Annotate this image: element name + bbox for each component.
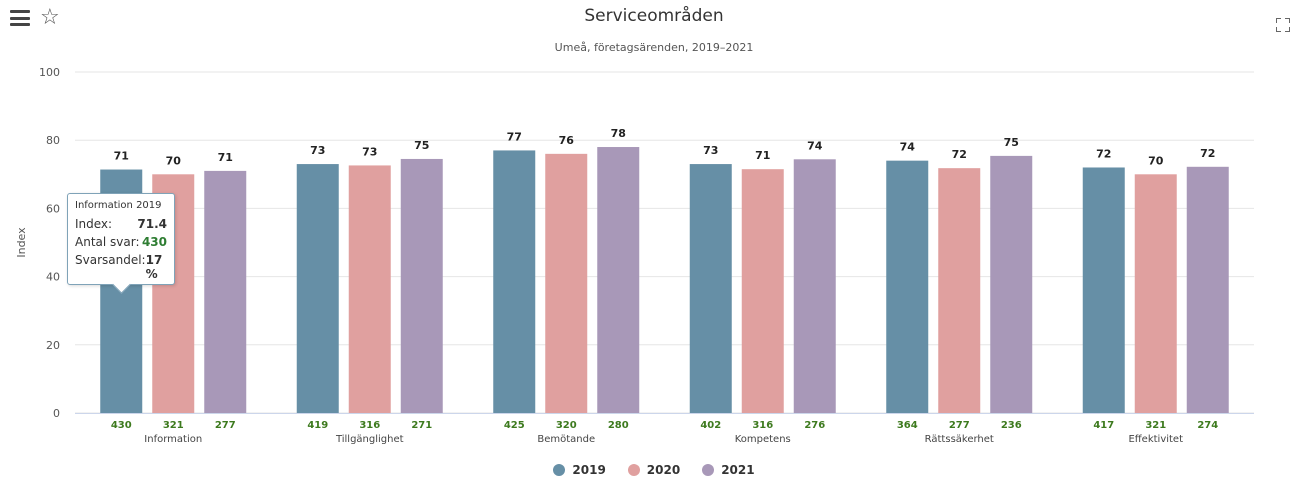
x-tick-label-tillgänglighet: Tillgänglighet [335,434,404,445]
tooltip-svarsandel-label: Svarsandel: [75,253,146,267]
legend-swatch-2019 [553,464,566,476]
bar-effektivitet-2020 [1134,174,1177,413]
bar-bemötande-2021 [597,147,640,413]
tooltip-index-value: 71.4 [137,217,167,231]
y-tick-label-80: 80 [46,134,60,147]
y-axis-title: Index [15,227,28,258]
count-label-information-2021: 277 [215,420,236,431]
legend-item-2021[interactable]: 2021 [702,463,755,477]
bar-bemötande-2020 [545,153,588,413]
tooltip-antal-row: Antal svar: 430 [75,235,167,249]
count-label-tillgänglighet-2019: 419 [307,420,328,431]
bar-effektivitet-2021 [1186,166,1229,413]
count-label-information-2019: 430 [111,420,132,431]
data-label-kompetens-2020: 71 [755,149,770,162]
legend-swatch-2020 [627,464,640,476]
tooltip-svarsandel-value: 17 % [145,253,163,281]
count-label-information-2020: 321 [163,420,184,431]
legend-label-2021: 2021 [721,463,755,477]
bar-kompetens-2020 [741,169,784,413]
data-label-information-2021: 71 [218,151,233,164]
data-label-rättssäkerhet-2021: 75 [1004,136,1019,149]
tooltip-svarsandel-row: Svarsandel: 17 % [75,253,167,281]
y-tick-label-60: 60 [46,202,60,215]
data-label-information-2019: 71 [114,150,129,163]
hamburger-menu-icon[interactable] [10,10,30,26]
data-label-rättssäkerhet-2020: 72 [952,148,967,161]
legend-item-2020[interactable]: 2020 [627,463,681,477]
fullscreen-icon[interactable] [1276,18,1290,32]
data-label-rättssäkerhet-2019: 74 [900,141,916,154]
count-label-kompetens-2020: 316 [752,420,773,431]
bar-kompetens-2021 [793,159,836,413]
chart-title: Serviceområden [584,6,724,26]
data-label-bemötande-2019: 77 [507,130,522,143]
data-label-tillgänglighet-2021: 75 [414,139,429,152]
tooltip-index-label: Index: [75,217,113,231]
count-label-rättssäkerhet-2019: 364 [897,420,918,431]
count-label-tillgänglighet-2020: 316 [359,420,380,431]
bar-rättssäkerhet-2021 [990,155,1033,414]
data-label-kompetens-2021: 74 [807,139,823,152]
bar-tillgänglighet-2021 [400,158,443,413]
data-label-tillgänglighet-2019: 73 [310,144,325,157]
legend-label-2019: 2019 [572,463,606,477]
data-label-bemötande-2021: 78 [611,127,626,140]
tooltip-antal-value: 430 [141,235,167,249]
data-label-effektivitet-2020: 70 [1148,154,1164,167]
bar-tillgänglighet-2019 [296,164,339,413]
tooltip-index-row: Index: 71.4 [75,217,167,231]
x-tick-label-kompetens: Kompetens [735,434,791,445]
count-label-effektivitet-2020: 321 [1145,420,1166,431]
tooltip: Information 2019 Index: 71.4 Antal svar:… [67,193,175,294]
data-label-information-2020: 70 [166,154,182,167]
count-label-kompetens-2019: 402 [700,420,721,431]
y-tick-label-100: 100 [39,66,60,79]
x-tick-label-bemötande: Bemötande [537,434,595,445]
data-label-bemötande-2020: 76 [559,134,575,147]
toolbar: ☆ [10,5,60,30]
x-tick-label-effektivitet: Effektivitet [1128,434,1183,445]
chart-subtitle: Umeå, företagsärenden, 2019–2021 [554,41,754,54]
bar-rättssäkerhet-2020 [938,168,981,413]
count-label-rättssäkerhet-2020: 277 [949,420,970,431]
count-label-effektivitet-2021: 274 [1197,420,1218,431]
data-label-effektivitet-2021: 72 [1200,147,1215,160]
y-tick-label-40: 40 [46,271,60,284]
bar-information-2021 [204,170,247,413]
legend-swatch-2021 [702,464,715,476]
bar-kompetens-2019 [689,164,732,413]
x-tick-label-rättssäkerhet: Rättssäkerhet [925,434,994,445]
data-label-kompetens-2019: 73 [703,144,718,157]
count-label-kompetens-2021: 276 [804,420,825,431]
count-label-bemötande-2020: 320 [556,420,577,431]
data-label-effektivitet-2019: 72 [1096,147,1111,160]
tooltip-antal-label: Antal svar: [75,235,140,249]
bar-effektivitet-2019 [1082,167,1125,413]
data-label-tillgänglighet-2020: 73 [362,145,377,158]
count-label-bemötande-2019: 425 [504,420,525,431]
x-tick-label-information: Information [144,434,202,445]
legend-label-2020: 2020 [646,463,681,477]
count-label-tillgänglighet-2021: 271 [411,420,432,431]
legend: 2019 2020 2021 [0,463,1308,477]
count-label-effektivitet-2019: 417 [1093,420,1114,431]
tooltip-header: Information 2019 [75,200,162,211]
star-outline-icon[interactable]: ☆ [40,5,60,30]
bar-rättssäkerhet-2019 [886,160,929,413]
count-label-rättssäkerhet-2021: 236 [1001,420,1022,431]
y-tick-label-20: 20 [46,339,60,352]
bar-tillgänglighet-2020 [348,165,391,413]
count-label-bemötande-2021: 280 [608,420,629,431]
legend-item-2019[interactable]: 2019 [553,463,606,477]
y-tick-label-0: 0 [53,407,60,420]
bar-bemötande-2019 [493,150,536,413]
